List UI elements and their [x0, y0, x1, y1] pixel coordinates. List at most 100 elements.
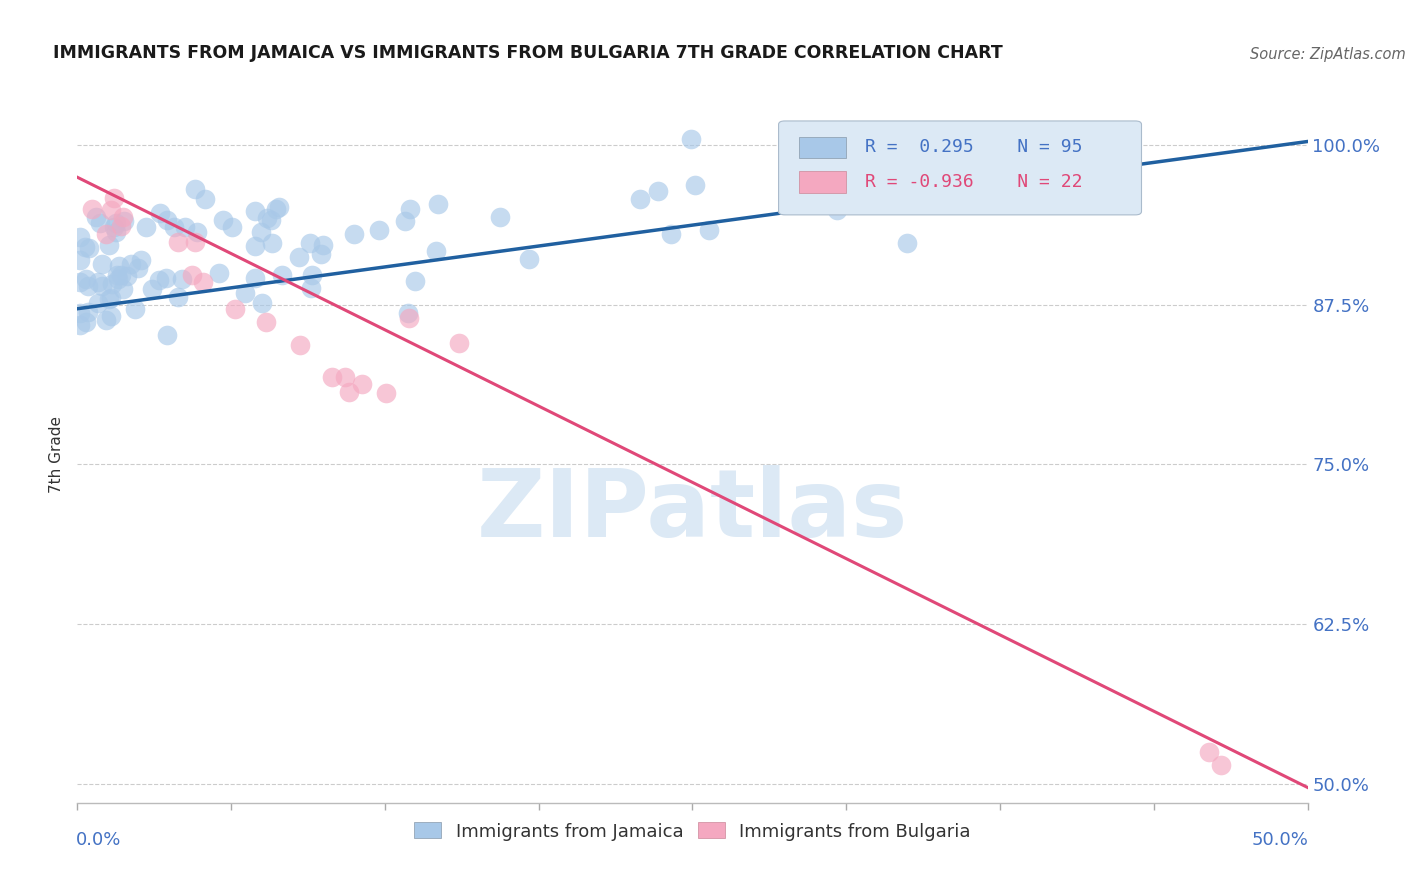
Point	[69, 253, 91, 268]
Point	[683, 178, 706, 192]
Point	[337, 385, 360, 400]
Point	[104, 216, 127, 230]
Point	[208, 266, 231, 280]
Point	[69, 276, 91, 290]
Point	[91, 279, 114, 293]
Point	[288, 338, 311, 352]
Point	[224, 301, 246, 316]
Point	[489, 210, 512, 224]
Point	[697, 222, 720, 236]
Point	[1211, 757, 1233, 772]
Point	[111, 282, 134, 296]
Point	[105, 268, 128, 282]
Point	[100, 309, 122, 323]
Point	[107, 271, 129, 285]
Point	[96, 227, 118, 242]
Point	[309, 247, 332, 261]
Point	[872, 195, 894, 210]
Point	[111, 210, 134, 224]
Text: R = -0.936    N = 22: R = -0.936 N = 22	[865, 173, 1083, 191]
Point	[191, 275, 214, 289]
Point	[163, 219, 186, 234]
Point	[87, 295, 110, 310]
Point	[375, 385, 398, 400]
Point	[312, 238, 335, 252]
Point	[89, 216, 111, 230]
Point	[107, 259, 129, 273]
Point	[120, 257, 142, 271]
Point	[884, 159, 907, 173]
Point	[149, 206, 172, 220]
Point	[212, 212, 235, 227]
Point	[256, 211, 278, 225]
Text: 50.0%: 50.0%	[1251, 830, 1309, 848]
Point	[243, 239, 266, 253]
Point	[124, 301, 146, 316]
Point	[321, 370, 343, 384]
Point	[181, 268, 204, 282]
Point	[170, 272, 193, 286]
Point	[681, 132, 703, 146]
Point	[343, 227, 366, 241]
Text: Source: ZipAtlas.com: Source: ZipAtlas.com	[1250, 46, 1406, 62]
Point	[79, 241, 101, 255]
Point	[98, 237, 121, 252]
Point	[167, 290, 190, 304]
Point	[100, 203, 122, 218]
Point	[271, 268, 294, 282]
Point	[84, 211, 107, 225]
Point	[69, 229, 91, 244]
Point	[301, 268, 323, 282]
Point	[823, 161, 845, 176]
Point	[299, 281, 322, 295]
Point	[405, 274, 427, 288]
Point	[100, 277, 122, 292]
Point	[173, 219, 195, 234]
Point	[1198, 745, 1220, 759]
Point	[260, 213, 283, 227]
Point	[127, 260, 149, 275]
Point	[333, 370, 356, 384]
Point	[250, 296, 273, 310]
Point	[97, 292, 120, 306]
Point	[129, 252, 152, 267]
Point	[887, 132, 910, 146]
Point	[517, 252, 540, 267]
Point	[186, 225, 208, 239]
Point	[76, 305, 98, 319]
Point	[110, 219, 132, 233]
Point	[647, 184, 669, 198]
Point	[288, 250, 311, 264]
Point	[886, 148, 908, 162]
Point	[115, 268, 138, 283]
Point	[100, 291, 122, 305]
Point	[94, 313, 117, 327]
Point	[398, 310, 420, 325]
Point	[69, 318, 91, 332]
Point	[156, 212, 179, 227]
Bar	[800, 171, 846, 193]
Point	[427, 197, 450, 211]
Point	[250, 225, 273, 239]
Point	[628, 192, 651, 206]
Point	[243, 203, 266, 218]
Point	[75, 272, 97, 286]
Point	[104, 225, 127, 239]
Point	[156, 327, 179, 342]
Point	[135, 220, 157, 235]
Point	[367, 223, 389, 237]
Point	[77, 279, 100, 293]
FancyBboxPatch shape	[779, 121, 1142, 215]
Point	[298, 235, 321, 250]
Point	[235, 286, 257, 301]
Point	[254, 315, 277, 329]
Point	[896, 236, 918, 251]
Point	[73, 240, 96, 254]
Point	[447, 336, 470, 351]
Point	[141, 282, 163, 296]
Point	[166, 235, 188, 250]
Point	[184, 182, 207, 196]
Point	[221, 219, 243, 234]
Point	[825, 202, 848, 217]
Point	[269, 201, 291, 215]
